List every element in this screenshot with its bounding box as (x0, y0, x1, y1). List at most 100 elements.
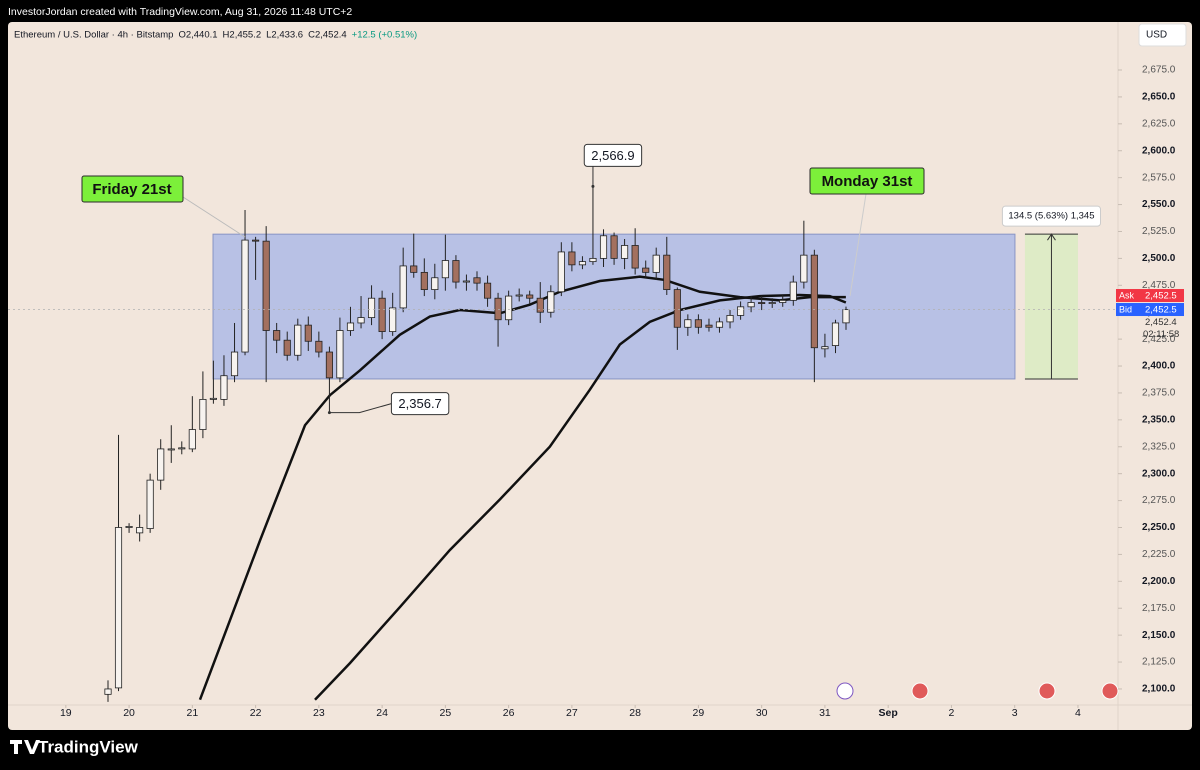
candle-body (241, 239, 249, 353)
candle-body (726, 315, 734, 323)
candle-body (684, 319, 692, 328)
candle-body (367, 297, 376, 318)
candle-body (452, 260, 460, 283)
candle-body (663, 254, 671, 291)
annotation-point (591, 184, 595, 188)
candle-body (146, 479, 154, 529)
candle-body (557, 251, 565, 293)
candle-body (642, 267, 650, 273)
legend-item: H2,455.2 (223, 30, 262, 41)
candle-body (199, 398, 207, 430)
legend-item: +12.5 (+0.51%) (352, 30, 418, 41)
candle-body (494, 297, 502, 321)
y-tick-label: 2,300.0 (1142, 468, 1176, 479)
y-tick-label: 2,100.0 (1142, 684, 1176, 695)
candle-body (768, 302, 776, 304)
candle-body (810, 254, 818, 349)
candle-body (357, 317, 365, 324)
candle-body (157, 448, 165, 481)
moving-average (314, 293, 847, 701)
callout-box (81, 175, 184, 203)
annotation-point (327, 411, 331, 415)
x-tick-label: 28 (629, 707, 641, 719)
y-tick-label: 2,250.0 (1142, 522, 1176, 533)
candle-body (737, 306, 745, 316)
y-tick-label: 2,425.0 (1142, 334, 1176, 345)
event-icon[interactable] (836, 682, 854, 700)
event-icon[interactable] (1038, 682, 1056, 700)
x-tick-label: 22 (250, 707, 262, 719)
candle-body (188, 429, 196, 450)
currency[interactable]: USD (1146, 30, 1167, 41)
candle-body (336, 330, 344, 379)
overlay: 134.5 (5.63%) 1,345 2,566.9 2,356.7 (327, 143, 1101, 416)
candle-body (673, 289, 681, 328)
last-price: 2,452.4 (1145, 317, 1177, 328)
y-tick-label: 2,375.0 (1142, 388, 1176, 399)
y-tick-label: 2,350.0 (1142, 414, 1176, 425)
candle-body (262, 240, 270, 331)
candle-body (842, 309, 850, 324)
plot (8, 186, 1118, 702)
y-tick-label: 2,625.0 (1142, 118, 1176, 129)
x-tick-label: 25 (440, 707, 452, 719)
candle-body (399, 265, 407, 309)
legend-item: Ethereum / U.S. Dollar · 4h · Bitstamp (14, 30, 173, 41)
candle-body (505, 295, 513, 321)
x-tick-label: 3 (1012, 707, 1018, 719)
candle-body (178, 447, 186, 450)
y-tick-label: 2,475.0 (1142, 280, 1176, 291)
annotation-label: 2,566.9 (591, 148, 634, 163)
candle-body (758, 302, 766, 304)
candle-body (389, 307, 397, 332)
candle-body (473, 277, 481, 284)
candle-body (325, 351, 333, 379)
y-tick-label: 2,150.0 (1142, 630, 1176, 641)
event-icon[interactable] (1101, 682, 1119, 700)
candle-body (441, 260, 449, 279)
candle-body (526, 294, 534, 299)
x-tick-label: 20 (123, 707, 135, 719)
callout-text: Monday 31st (822, 173, 913, 190)
candle-body (599, 235, 608, 259)
x-tick-label: 21 (186, 707, 198, 719)
candle-body (568, 251, 576, 266)
event-icon[interactable] (911, 682, 929, 700)
candle-body (283, 339, 291, 356)
callout-text: Friday 21st (92, 181, 171, 198)
candle-body (652, 254, 660, 273)
callout-pointer (182, 196, 246, 238)
candle-body (104, 688, 112, 695)
y-tick-label: 2,175.0 (1142, 603, 1176, 614)
x-tick-label: 26 (503, 707, 515, 719)
callout-box (809, 167, 925, 195)
measure-label: 134.5 (5.63%) 1,345 (1008, 211, 1094, 222)
event-icons (836, 682, 1119, 700)
candle-body (578, 261, 587, 266)
candle-body (378, 297, 386, 332)
candle-body (136, 527, 144, 534)
candle-body (779, 299, 787, 303)
candle-body (621, 245, 629, 259)
countdown: 02:11:58 (1143, 329, 1179, 340)
candle-body (230, 351, 239, 377)
candle-body (821, 346, 829, 350)
candle-body (273, 330, 281, 341)
y-tick-label: 2,525.0 (1142, 226, 1176, 237)
candle-body (547, 291, 555, 313)
annotation-box (583, 143, 643, 167)
y-tick-label: 2,600.0 (1142, 145, 1176, 156)
logo-mark (10, 740, 40, 754)
candle-body (462, 280, 470, 283)
price-annotation: 2,566.9 (583, 143, 643, 188)
footer-logo: TradingView (38, 737, 139, 756)
x-tick-label: 24 (376, 707, 388, 719)
candle-body (431, 277, 439, 291)
moving-average (198, 275, 846, 701)
candle-body (294, 324, 302, 356)
currency-button[interactable] (1138, 23, 1187, 47)
candle-body (589, 257, 597, 263)
candle-body (536, 297, 544, 313)
y-tick-label: 2,125.0 (1142, 657, 1176, 668)
